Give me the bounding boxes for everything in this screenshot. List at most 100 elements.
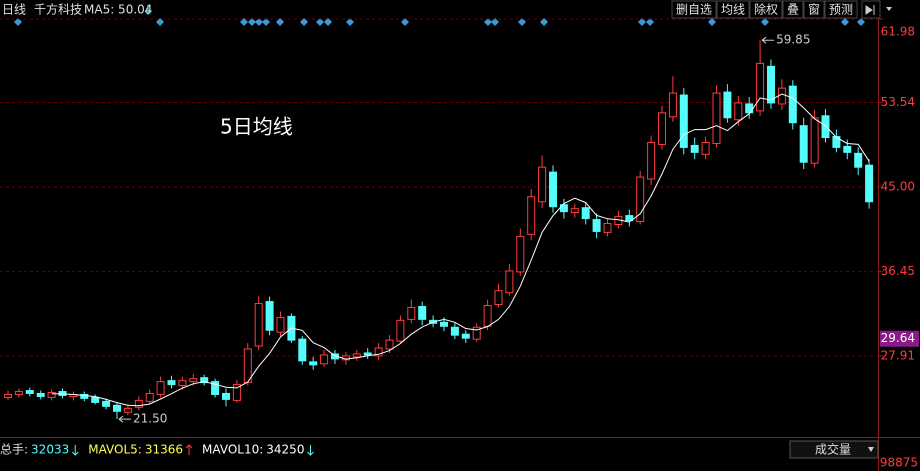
candle-body [145,392,154,402]
candle-body [80,393,89,399]
candle-body [865,164,874,203]
toolbar-button[interactable] [824,0,858,19]
candle-body [211,381,220,395]
candle-body [854,152,863,168]
candle-body [167,380,176,386]
candle-body [690,144,699,153]
volume-stat-name: MAVOL10: [202,443,263,457]
candle-body [309,361,318,366]
y-tick-label: 36.45 [881,264,915,278]
toolbar-label[interactable]: 窗 [808,3,820,17]
volume-selector-label[interactable]: 成交量 [815,442,851,457]
volume-stat-name: MAVOL5: [88,443,142,457]
candle-body [625,215,634,222]
low-label: 21.50 [133,412,167,426]
candle-body [276,316,285,333]
candle-body [320,354,329,365]
low-pointer [118,415,131,423]
candle-body [243,348,252,384]
ma-arrow [144,5,152,15]
plot-area: 61.98 53.54 45.00 36.45 27.91 29.64 59.85 21.50 [0,18,919,426]
candle-body [232,384,241,401]
candle-body [472,326,481,340]
candle-body [352,353,361,358]
candle-body [385,339,394,350]
toolbar-label[interactable]: 删自选 [676,3,712,17]
candle-body [483,305,492,327]
toolbar-button[interactable] [782,0,804,19]
candle-body [200,377,209,384]
toolbar-label[interactable]: 叠 [787,3,799,17]
candle-body [178,380,187,387]
high-pointer [761,36,775,44]
candle-body [647,141,656,180]
candle-body [636,176,645,223]
y-tick-label: 45.00 [881,179,915,193]
candle-body [505,270,514,294]
y-tick-label: 61.98 [881,25,915,39]
candle-body [734,102,743,121]
volume-max-label: 98875 [880,456,918,470]
candle-body [102,400,111,407]
annotation: 5日均线 [220,115,293,139]
candle-body [494,290,503,306]
candle-body [723,91,732,119]
candle-body [788,85,797,124]
candle-body [189,378,198,383]
candle-body [36,392,45,397]
candle-body [679,94,688,148]
candle-body [440,321,448,327]
toolbar: 删自选 均线 除权叠窗预测 [671,0,892,19]
candle-body [418,306,427,320]
toolbar-button[interactable] [803,0,825,19]
toolbar-label[interactable]: 均线 [721,3,745,17]
candle-body [265,301,274,331]
candle-body [4,393,12,398]
toolbar-label[interactable]: 预测 [829,3,853,17]
volume-stat-value: 32033 [31,443,69,457]
candle-body [832,136,841,148]
candle-body [745,103,754,114]
toolbar-button[interactable] [749,0,783,19]
candle-body [767,65,775,104]
candle-body [396,319,405,342]
y-tick-label: 53.54 [881,95,915,109]
candle-body [527,196,536,235]
last-price-box [880,330,919,347]
toolbar-button[interactable] [671,0,717,19]
candle-body [821,115,830,139]
candle-body [658,112,666,145]
candle-body [14,391,23,395]
ma-label: MA5: 50.04 [84,3,152,17]
candle-body [134,399,143,408]
candle-body [570,208,579,214]
candle-body [25,390,34,394]
candle-body [407,307,416,320]
y-tick-label: 27.91 [881,348,915,362]
candle-body [777,87,786,105]
candle-body [123,407,132,413]
candle-body [756,62,765,112]
trend-arrow [307,445,314,456]
volume-selector[interactable] [789,440,879,459]
candle-body [461,333,470,339]
candle-body [538,166,547,203]
trend-arrow [185,444,193,455]
candle-body [549,171,557,208]
toolbar-button[interactable] [716,0,750,19]
candle-body [450,326,459,336]
candle-body [254,303,263,347]
ma5-line [51,93,870,407]
candle-body [516,235,525,273]
candle-body [298,338,307,362]
candle-body [592,219,601,232]
menu-icon [886,7,892,11]
dropdown-arrow [868,447,874,452]
stock-name: 千方科技 [34,2,82,17]
candle-body [91,396,100,403]
candle-body [701,141,710,155]
period: 日线 [2,3,26,17]
candle-body [156,381,165,395]
toolbar-label[interactable]: 除权 [754,2,778,17]
candle-body [222,392,230,400]
